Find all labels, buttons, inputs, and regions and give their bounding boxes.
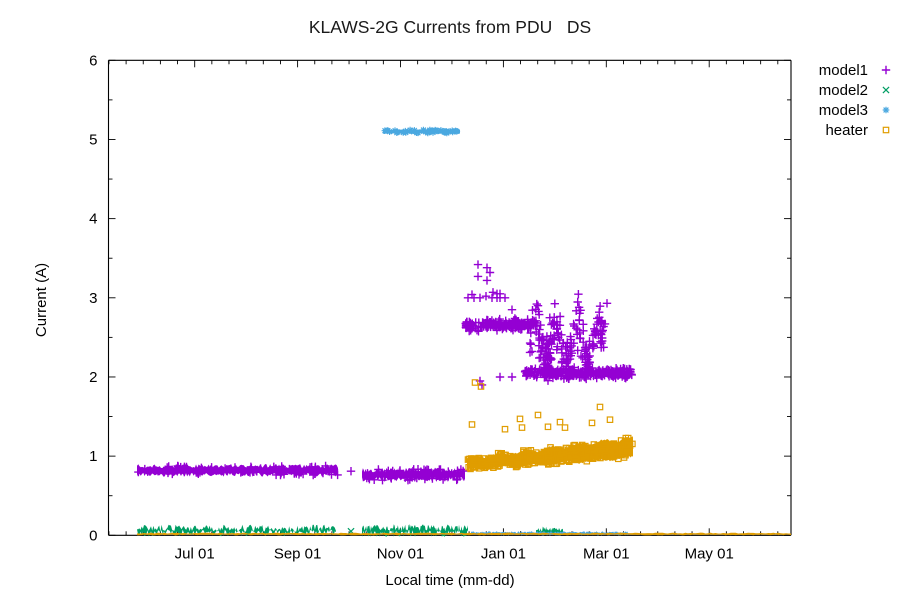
- svg-text:Nov 01: Nov 01: [377, 545, 425, 562]
- svg-text:2: 2: [89, 369, 97, 386]
- svg-text:model2: model2: [819, 82, 868, 99]
- svg-text:Sep 01: Sep 01: [274, 545, 322, 562]
- svg-text:Mar 01: Mar 01: [583, 545, 630, 562]
- svg-text:3: 3: [89, 290, 97, 307]
- svg-text:model1: model1: [819, 62, 868, 79]
- svg-text:model3: model3: [819, 102, 868, 119]
- svg-text:Jan 01: Jan 01: [481, 545, 526, 562]
- svg-text:heater: heater: [825, 122, 868, 139]
- svg-text:5: 5: [89, 131, 97, 148]
- svg-text:6: 6: [89, 52, 97, 69]
- svg-text:1: 1: [89, 448, 97, 465]
- svg-text:May 01: May 01: [685, 545, 734, 562]
- svg-text:Current (A): Current (A): [33, 263, 50, 337]
- svg-text:Jul 01: Jul 01: [175, 545, 215, 562]
- svg-text:0: 0: [89, 527, 97, 544]
- svg-text:Local time (mm-dd): Local time (mm-dd): [385, 572, 514, 589]
- svg-text:4: 4: [89, 211, 97, 228]
